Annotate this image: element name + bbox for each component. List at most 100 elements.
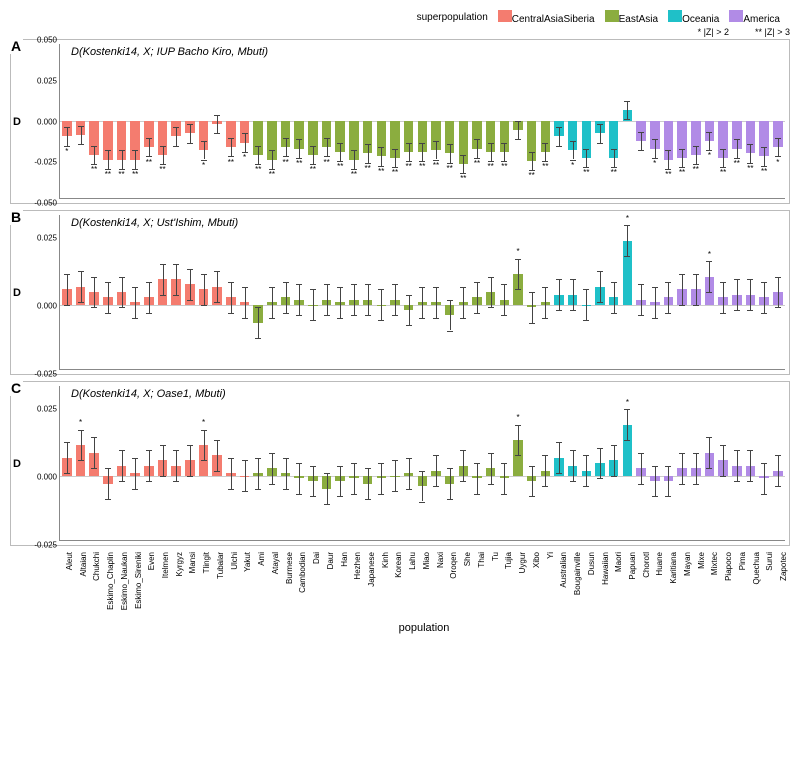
bar-slot [142,215,156,369]
error-cap [747,279,753,280]
bar-slot [716,386,730,540]
error-cap [460,287,466,288]
x-slot: Tujia [498,548,512,618]
error-cap [706,261,712,262]
error-bar [149,138,150,156]
error-cap [515,259,521,260]
bar-slot [607,215,621,369]
error-bar [614,149,615,167]
y-tick: 0.025 [37,234,57,243]
error-cap [761,147,767,148]
error-cap [365,499,371,500]
x-slot: Huane [649,548,663,618]
error-cap [611,476,617,477]
error-cap [665,313,671,314]
error-cap [91,307,97,308]
legend-swatch [729,10,743,22]
error-cap [775,277,781,278]
significance-marker: ** [488,164,494,170]
error-cap [583,289,589,290]
error-cap [747,481,753,482]
error-bar [340,287,341,318]
error-bar [682,149,683,167]
error-cap [160,295,166,296]
x-slot: Atayal [264,548,278,618]
bar-slot [251,386,265,540]
significance-marker: * [626,400,629,406]
error-cap [146,481,152,482]
error-cap [269,453,275,454]
panel-C: CD(Kostenki14, X; Oase1, Mbuti)D-0.0250.… [10,381,790,546]
error-bar [204,141,205,159]
x-slot: Oroqen [443,548,457,618]
error-cap [515,121,521,122]
error-cap [283,489,289,490]
bar-slot [429,386,443,540]
error-bar [395,284,396,315]
bar-slot: * [703,215,717,369]
error-bar [190,124,191,142]
bar-slot [87,215,101,369]
error-bar [422,471,423,502]
x-slot: Altaian [72,548,86,618]
significance-marker: ** [693,167,699,173]
error-cap [624,256,630,257]
error-cap [296,494,302,495]
significance-marker: ** [282,160,288,166]
error-bar [176,264,177,295]
error-cap [310,496,316,497]
error-cap [570,279,576,280]
error-cap [433,455,439,456]
error-bar [600,124,601,142]
bar-slot: ** [224,44,238,198]
z-note-2: ** |Z| > 3 [755,27,790,37]
error-bar [641,284,642,315]
legend-label: Oceania [682,14,719,25]
error-cap [570,481,576,482]
significance-marker: ** [761,169,767,175]
bar-slot [456,386,470,540]
error-cap [679,274,685,275]
error-bar [614,445,615,476]
x-slot: Maori [607,548,621,618]
error-cap [392,460,398,461]
error-bar [135,150,136,168]
legend-label: CentralAsiaSiberia [512,14,595,25]
error-cap [269,318,275,319]
bar-slot [183,386,197,540]
error-bar [395,460,396,491]
y-axis-label: D [13,287,21,299]
bar-slot [525,215,539,369]
bar-slot: ** [484,44,498,198]
bar-slot [361,386,375,540]
significance-marker: ** [378,169,384,175]
error-cap [761,494,767,495]
error-cap [119,481,125,482]
plot-area: **** [59,386,785,541]
error-bar [491,143,492,161]
error-bar [163,445,164,476]
error-cap [433,287,439,288]
error-cap [679,305,685,306]
error-bar [354,150,355,168]
error-cap [160,445,166,446]
legend: superpopulation CentralAsiaSiberiaEastAs… [10,10,790,25]
error-cap [638,284,644,285]
error-cap [652,318,658,319]
significance-marker: ** [747,166,753,172]
significance-marker: ** [406,164,412,170]
error-bar [573,279,574,310]
error-cap [365,144,371,145]
error-cap [64,473,70,474]
error-cap [706,292,712,293]
error-bar [258,307,259,338]
x-slot: Dai [305,548,319,618]
bar-slot [374,215,388,369]
error-bar [163,264,164,295]
error-cap [747,450,753,451]
bar-slot [101,215,115,369]
legend-title: superpopulation [417,12,488,23]
error-cap [228,489,234,490]
error-bar [778,138,779,156]
bar-slot: * [648,44,662,198]
